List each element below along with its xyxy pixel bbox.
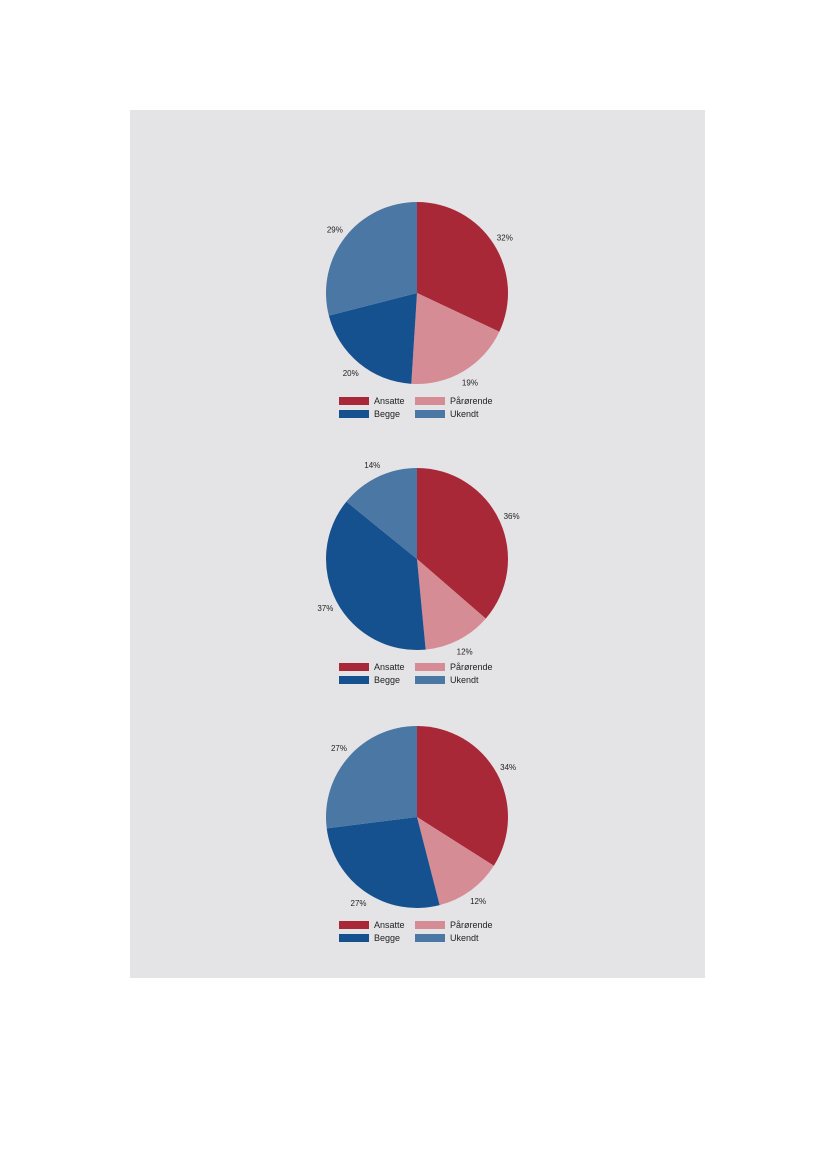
legend-label: Ukendt: [450, 409, 479, 419]
pie-label-ukendt: 14%: [364, 461, 380, 470]
pie-label-ukendt: 29%: [327, 225, 343, 234]
pie-chart-3-svg: 34% 12% 27% 27%: [326, 726, 516, 908]
legend-label: Pårørende: [450, 920, 493, 930]
pie-slice-ansatte: [417, 468, 508, 619]
legend-swatch: [339, 921, 369, 929]
pie-label-prrende: 19%: [462, 379, 478, 388]
legend-swatch: [339, 410, 369, 418]
pie-slice-ukendt: [346, 468, 417, 559]
legend-label: Ukendt: [450, 933, 479, 943]
legend-swatch: [415, 921, 445, 929]
legend-item-prrende: Pårørende: [415, 661, 505, 673]
legend-item-ukendt: Ukendt: [415, 932, 505, 944]
legend-swatch: [415, 410, 445, 418]
pie-slice-prrende: [417, 559, 486, 650]
legend-item-ansatte: Ansatte: [339, 661, 415, 673]
legend-item-begge: Begge: [339, 674, 415, 686]
pie-label-begge: 37%: [317, 604, 333, 613]
legend-item-ukendt: Ukendt: [415, 408, 505, 420]
legend-label: Begge: [374, 675, 401, 685]
legend-item-begge: Begge: [339, 408, 415, 420]
pie-slice-prrende: [417, 817, 494, 906]
pie-slice-ukendt: [326, 726, 417, 829]
pie-label-begge: 27%: [351, 899, 367, 908]
pie-slice-prrende: [411, 293, 500, 384]
legend-swatch: [339, 397, 369, 405]
pie-slice-ansatte: [417, 726, 508, 866]
legend-label: Ukendt: [450, 675, 479, 685]
legend-1: Ansatte Pårørende Begge Ukendt: [339, 395, 529, 420]
pie-label-ansatte: 32%: [497, 233, 513, 242]
legend-swatch: [415, 397, 445, 405]
pie-label-ansatte: 36%: [504, 512, 520, 521]
legend-swatch: [415, 676, 445, 684]
pie-slice-begge: [326, 501, 426, 650]
legend-label: Pårørende: [450, 396, 493, 406]
legend-label: Begge: [374, 933, 401, 943]
legend-swatch: [339, 934, 369, 942]
legend-label: Ansatte: [374, 662, 405, 672]
pie-chart-2-svg: 36% 12% 37% 14%: [317, 461, 520, 656]
legend-item-ukendt: Ukendt: [415, 674, 505, 686]
legend-item-ansatte: Ansatte: [339, 919, 415, 931]
legend-label: Ansatte: [374, 920, 405, 930]
pie-label-begge: 20%: [343, 369, 359, 378]
pie-chart-3: 34% 12% 27% 27% Ansatte Pårørende Begge Ukendt: [261, 722, 561, 950]
pie-chart-1-svg: 32% 19% 20% 29%: [326, 202, 513, 388]
legend-3: Ansatte Pårørende Begge Ukendt: [339, 919, 529, 944]
legend-item-prrende: Pårørende: [415, 395, 505, 407]
legend-2: Ansatte Pårørende Begge Ukendt: [339, 661, 529, 686]
pie-label-ukendt: 27%: [331, 744, 347, 753]
legend-label: Pårørende: [450, 662, 493, 672]
pie-label-ansatte: 34%: [500, 763, 516, 772]
charts-panel: 32% 19% 20% 29% Ansatte Pårørende Begge Ukendt…: [130, 110, 705, 978]
pie-chart-1: 32% 19% 20% 29% Ansatte Pårørende Begge Ukendt: [261, 198, 561, 426]
pie-slice-begge: [326, 817, 440, 908]
legend-swatch: [415, 663, 445, 671]
pie-label-prrende: 12%: [470, 897, 486, 906]
pie-label-prrende: 12%: [457, 647, 473, 656]
legend-swatch: [339, 663, 369, 671]
legend-item-prrende: Pårørende: [415, 919, 505, 931]
legend-swatch: [415, 934, 445, 942]
legend-swatch: [339, 676, 369, 684]
legend-item-begge: Begge: [339, 932, 415, 944]
legend-label: Ansatte: [374, 396, 405, 406]
pie-slice-ukendt: [326, 202, 417, 316]
pie-slice-begge: [328, 293, 417, 384]
legend-label: Begge: [374, 409, 401, 419]
pie-chart-2: 36% 12% 37% 14% Ansatte Pårørende Begge Ukendt: [261, 461, 561, 692]
legend-item-ansatte: Ansatte: [339, 395, 415, 407]
pie-slice-ansatte: [417, 202, 508, 332]
